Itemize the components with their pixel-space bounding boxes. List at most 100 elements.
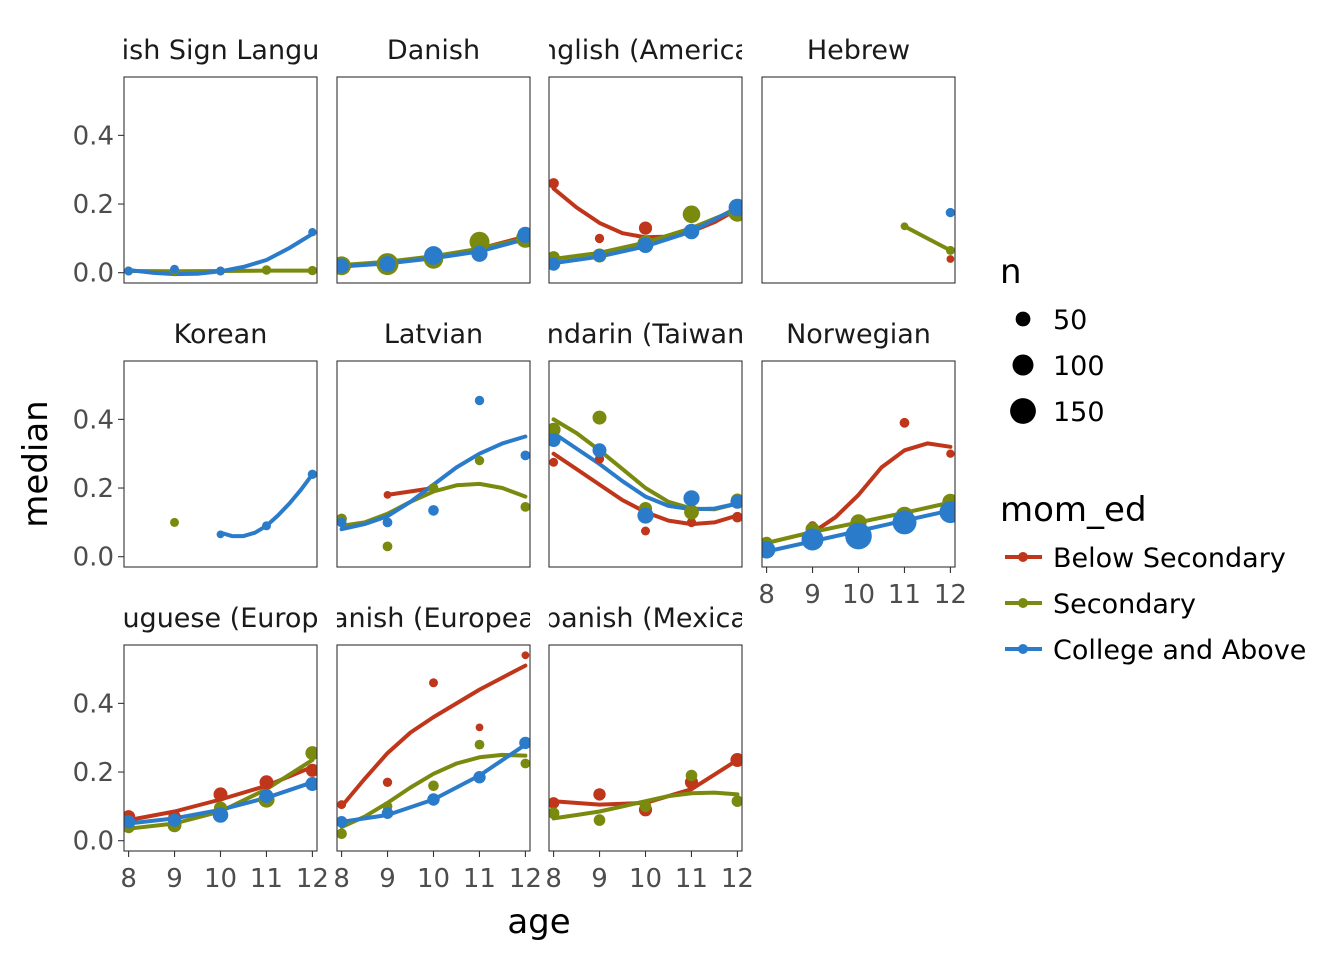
x-axis-title: age (507, 902, 570, 942)
data-point-secondary (900, 222, 909, 231)
size-legend-label: 50 (1053, 305, 1087, 336)
data-point-secondary (549, 807, 560, 819)
data-point-college-and-above (801, 528, 824, 551)
size-legend-title: n (1000, 252, 1022, 292)
x-tick-label: 11 (463, 864, 496, 894)
data-point-below-secondary (259, 775, 274, 790)
data-point-college-and-above (259, 789, 274, 804)
x-tick-label: 10 (629, 864, 662, 894)
data-point-secondary (593, 814, 606, 826)
y-axis-title: median (16, 400, 56, 527)
facet-panel-ndarin-taiwan: ndarin (Taiwan (548, 319, 743, 568)
data-point-below-secondary (946, 449, 955, 458)
size-legend-label: 100 (1053, 351, 1105, 382)
color-legend-label: Secondary (1053, 589, 1196, 620)
data-point-below-secondary (549, 178, 559, 189)
color-legend-dot (1018, 598, 1028, 608)
x-tick-label: 8 (120, 864, 137, 894)
panel-border (548, 76, 743, 284)
panel-data (337, 226, 530, 276)
data-point-college-and-above (337, 517, 347, 528)
data-point-college-and-above (939, 501, 955, 524)
x-tick-label: 12 (934, 580, 967, 610)
data-point-college-and-above (592, 443, 607, 458)
data-point-college-and-above (762, 541, 776, 559)
data-point-below-secondary (946, 255, 955, 263)
size-legend-items: 50 100 150 (1010, 305, 1105, 428)
data-point-college-and-above (473, 771, 486, 784)
panel-data (337, 395, 530, 552)
data-point-below-secondary (305, 763, 317, 777)
data-point-college-and-above (307, 469, 317, 479)
panel-border (123, 76, 318, 284)
panel-border (548, 644, 743, 852)
panel-data (170, 469, 317, 539)
color-legend-dot (1018, 552, 1028, 562)
panel-data (124, 228, 317, 277)
facet-strip-label: Norwegian (786, 319, 931, 350)
data-point-college-and-above (637, 507, 654, 524)
smooth-line-college-and-above (551, 431, 740, 512)
facet-panel-panish-mexica: panish (Mexica 8 9 10 11 12 (545, 603, 754, 894)
panel-border (123, 360, 318, 568)
size-legend: n 50 100 150 (1000, 252, 1105, 428)
data-point-college-and-above (845, 522, 872, 550)
data-point-college-and-above (124, 266, 134, 276)
data-point-below-secondary (686, 517, 697, 528)
x-tick-label: 12 (296, 864, 329, 894)
x-tick-label: 8 (333, 864, 350, 894)
facet-strip-label: nglish (America (540, 35, 751, 66)
data-point-secondary (337, 828, 347, 840)
data-point-secondary (549, 422, 561, 437)
x-tick-label: 10 (417, 864, 450, 894)
facet-strip-label: anish (Europea (332, 603, 535, 634)
data-point-college-and-above (683, 490, 700, 507)
data-point-college-and-above (379, 256, 396, 273)
data-point-college-and-above (474, 395, 485, 406)
smooth-line-below-secondary (339, 663, 528, 809)
data-point-secondary (731, 795, 742, 807)
data-point-college-and-above (637, 237, 654, 253)
data-point-below-secondary (429, 678, 438, 688)
x-tick-label: 11 (888, 580, 921, 610)
data-point-college-and-above (517, 226, 530, 243)
data-point-secondary (520, 502, 530, 512)
panel-data (762, 417, 955, 559)
facet-strip-label: Latvian (384, 319, 483, 350)
data-point-college-and-above (428, 505, 439, 516)
x-tick-label: 9 (591, 864, 608, 894)
facet-panel-latvian: Latvian (336, 319, 531, 568)
x-tick-label: 12 (509, 864, 542, 894)
color-legend-title: mom_ed (1000, 490, 1147, 530)
y-tick-label: 0.0 (73, 827, 114, 857)
data-point-secondary (945, 245, 955, 255)
facet-panel-norwegian: Norwegian 8 9 10 11 12 (758, 319, 967, 610)
x-tick-label: 9 (804, 580, 821, 610)
data-point-below-secondary (549, 797, 560, 809)
data-point-secondary (592, 410, 607, 425)
data-point-college-and-above (728, 198, 742, 217)
x-tick-label: 10 (842, 580, 875, 610)
panel-data (549, 178, 742, 271)
data-point-college-and-above (683, 223, 700, 240)
data-point-college-and-above (337, 258, 349, 274)
panel-border (548, 360, 743, 568)
data-point-college-and-above (471, 245, 488, 262)
y-tick-label: 0.0 (73, 543, 114, 573)
y-tick-label: 0.0 (73, 259, 114, 289)
data-point-below-secondary (594, 233, 605, 244)
data-point-below-secondary (641, 526, 650, 536)
data-point-secondary (474, 455, 485, 466)
data-point-college-and-above (730, 494, 742, 509)
data-point-college-and-above (308, 228, 317, 237)
data-point-below-secondary (475, 723, 484, 732)
data-point-secondary (428, 483, 439, 493)
facet-panel-anish-europea: anish (Europea 8 9 10 11 12 (332, 603, 542, 894)
data-point-college-and-above (381, 807, 394, 819)
data-point-secondary (382, 541, 393, 552)
smooth-line-below-secondary (551, 758, 740, 807)
facet-strip-label: ish Sign Langu (122, 35, 320, 66)
data-point-secondary (261, 265, 272, 275)
data-point-college-and-above (427, 793, 440, 806)
data-point-college-and-above (216, 530, 225, 539)
